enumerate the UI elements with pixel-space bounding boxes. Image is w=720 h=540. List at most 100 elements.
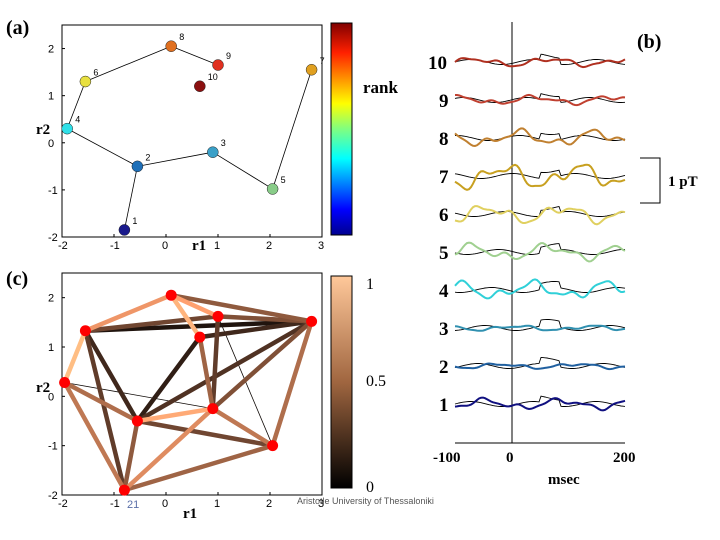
network-node-6: [79, 325, 91, 337]
panel-a-xlabel: r1: [192, 238, 206, 254]
y-tick-label: 0: [48, 138, 54, 150]
panel-a-ylabel: r2: [36, 122, 50, 138]
trace-9: [455, 93, 626, 107]
panel-b-tick-neg100: -100: [433, 450, 461, 466]
x-tick-label: 2: [266, 240, 272, 252]
trace-8: [454, 127, 626, 148]
network-node-9: [212, 310, 224, 322]
y-tick-label: 2: [48, 293, 54, 305]
rank-point-7: [305, 64, 318, 76]
trace-label-10: 10: [428, 53, 447, 74]
panel-c-edges: [62, 292, 314, 493]
trace-4: [454, 278, 626, 300]
panel-a-path: [66, 45, 312, 231]
network-node-8: [165, 289, 177, 301]
trace-3: [454, 324, 626, 332]
network-edge: [122, 418, 140, 493]
network-node-7: [306, 315, 318, 327]
rank-point-label: 4: [75, 115, 80, 125]
panel-b-label: (b): [637, 31, 661, 53]
rank-point-label: 9: [226, 51, 231, 61]
footer-text: Aristotle University of Thessaloniki: [297, 496, 434, 506]
rank-point-label: 3: [221, 138, 226, 148]
trace-label-3: 3: [439, 319, 449, 340]
y-tick-label: 1: [48, 91, 54, 103]
trace-label-1: 1: [439, 395, 449, 416]
page-number: 21: [127, 499, 139, 511]
rank-point-label: 8: [179, 32, 184, 42]
path-segment: [137, 151, 213, 167]
path-segment: [67, 128, 138, 167]
y-tick-label: 2: [48, 44, 54, 56]
trace-label-2: 2: [439, 357, 449, 378]
trace-label-7: 7: [439, 167, 449, 188]
network-edge: [64, 382, 214, 410]
panel-c: (c) -2 -1 0 1 2 3 -2 -1 0 1 2 r1 r2 1 0.5 0: [6, 268, 386, 522]
network-node-2: [131, 415, 143, 427]
trace-reference-6: [454, 205, 626, 217]
trace-reference-8: [455, 132, 626, 141]
network-edge: [62, 380, 127, 493]
y-tick-label: -2: [48, 490, 58, 502]
y-tick-label: 1: [48, 342, 54, 354]
network-edge: [210, 319, 314, 411]
panel-c-label: (c): [6, 268, 28, 290]
x-tick-label: 0: [162, 498, 168, 510]
rank-point-label: 6: [93, 68, 98, 78]
y-tick-label: 0: [48, 391, 54, 403]
panel-a-points: 1 2 3 4 5 6 7 8 9 10: [61, 32, 325, 236]
x-tick-label: 0: [162, 240, 168, 252]
network-node-1: [118, 484, 130, 496]
rank-point-label: 7: [320, 56, 325, 66]
network-edge: [135, 406, 216, 424]
panel-c-ylabel: r2: [36, 380, 50, 396]
rank-point-5: [266, 183, 279, 195]
x-tick-label: 3: [318, 498, 324, 510]
path-segment: [124, 166, 138, 231]
panel-c-xlabel: r1: [183, 506, 197, 522]
rank-point-label: 2: [145, 152, 150, 162]
colorbar-tick-top: 1: [366, 276, 374, 293]
network-edge: [135, 334, 203, 424]
x-tick-label: 1: [214, 240, 220, 252]
network-edge: [168, 292, 203, 340]
y-tick-label: -1: [48, 441, 58, 453]
panel-a-ticks: -2 -1 0 1 2 3 -2 -1 0 1 2: [48, 44, 324, 252]
panel-b-traces: 10 9 8 7 6 5 4 3 2 1: [428, 53, 626, 416]
path-segment: [272, 69, 312, 190]
colorbar-tick-mid: 0.5: [366, 373, 386, 390]
network-edge: [197, 334, 216, 411]
trace-label-8: 8: [439, 129, 449, 150]
x-tick-label: -1: [110, 498, 120, 510]
rank-point-4: [61, 122, 73, 135]
network-node-10: [194, 331, 206, 343]
path-segment: [212, 151, 273, 190]
network-node-3: [207, 403, 219, 415]
network-edge: [122, 443, 275, 493]
panel-b-tick-200: 200: [613, 450, 636, 466]
trace-reference-5: [454, 243, 625, 255]
trace-reference-1: [454, 395, 626, 407]
panel-b-xlabel: msec: [548, 472, 580, 488]
x-tick-label: -2: [58, 498, 68, 510]
network-edge: [135, 418, 275, 448]
network-edge: [83, 328, 140, 424]
x-tick-label: -2: [58, 240, 68, 252]
rank-point-3: [207, 146, 219, 158]
network-edge: [62, 328, 88, 385]
network-edge: [168, 292, 314, 324]
x-tick-label: -1: [110, 240, 120, 252]
rank-point-label: 1: [132, 216, 137, 226]
network-edge: [135, 319, 314, 424]
path-segment: [85, 45, 172, 82]
network-edge: [270, 319, 314, 448]
trace-label-9: 9: [439, 91, 449, 112]
trace-1: [454, 396, 626, 412]
panel-b: (b) 10 9 8 7 6 5 4 3 2 1 -100 0 200 msec 1 pT: [428, 22, 698, 488]
rank-point-6: [79, 75, 92, 88]
rank-point-1: [118, 224, 131, 236]
x-tick-label: 1: [214, 498, 220, 510]
rank-point-10: [194, 80, 206, 92]
panel-a: (a) -2 -1 0 1 2 3 -2 -1 0 1 2 1 2 3 4 5 6 7 8 9 10 r1 r2 ra…: [6, 17, 399, 254]
